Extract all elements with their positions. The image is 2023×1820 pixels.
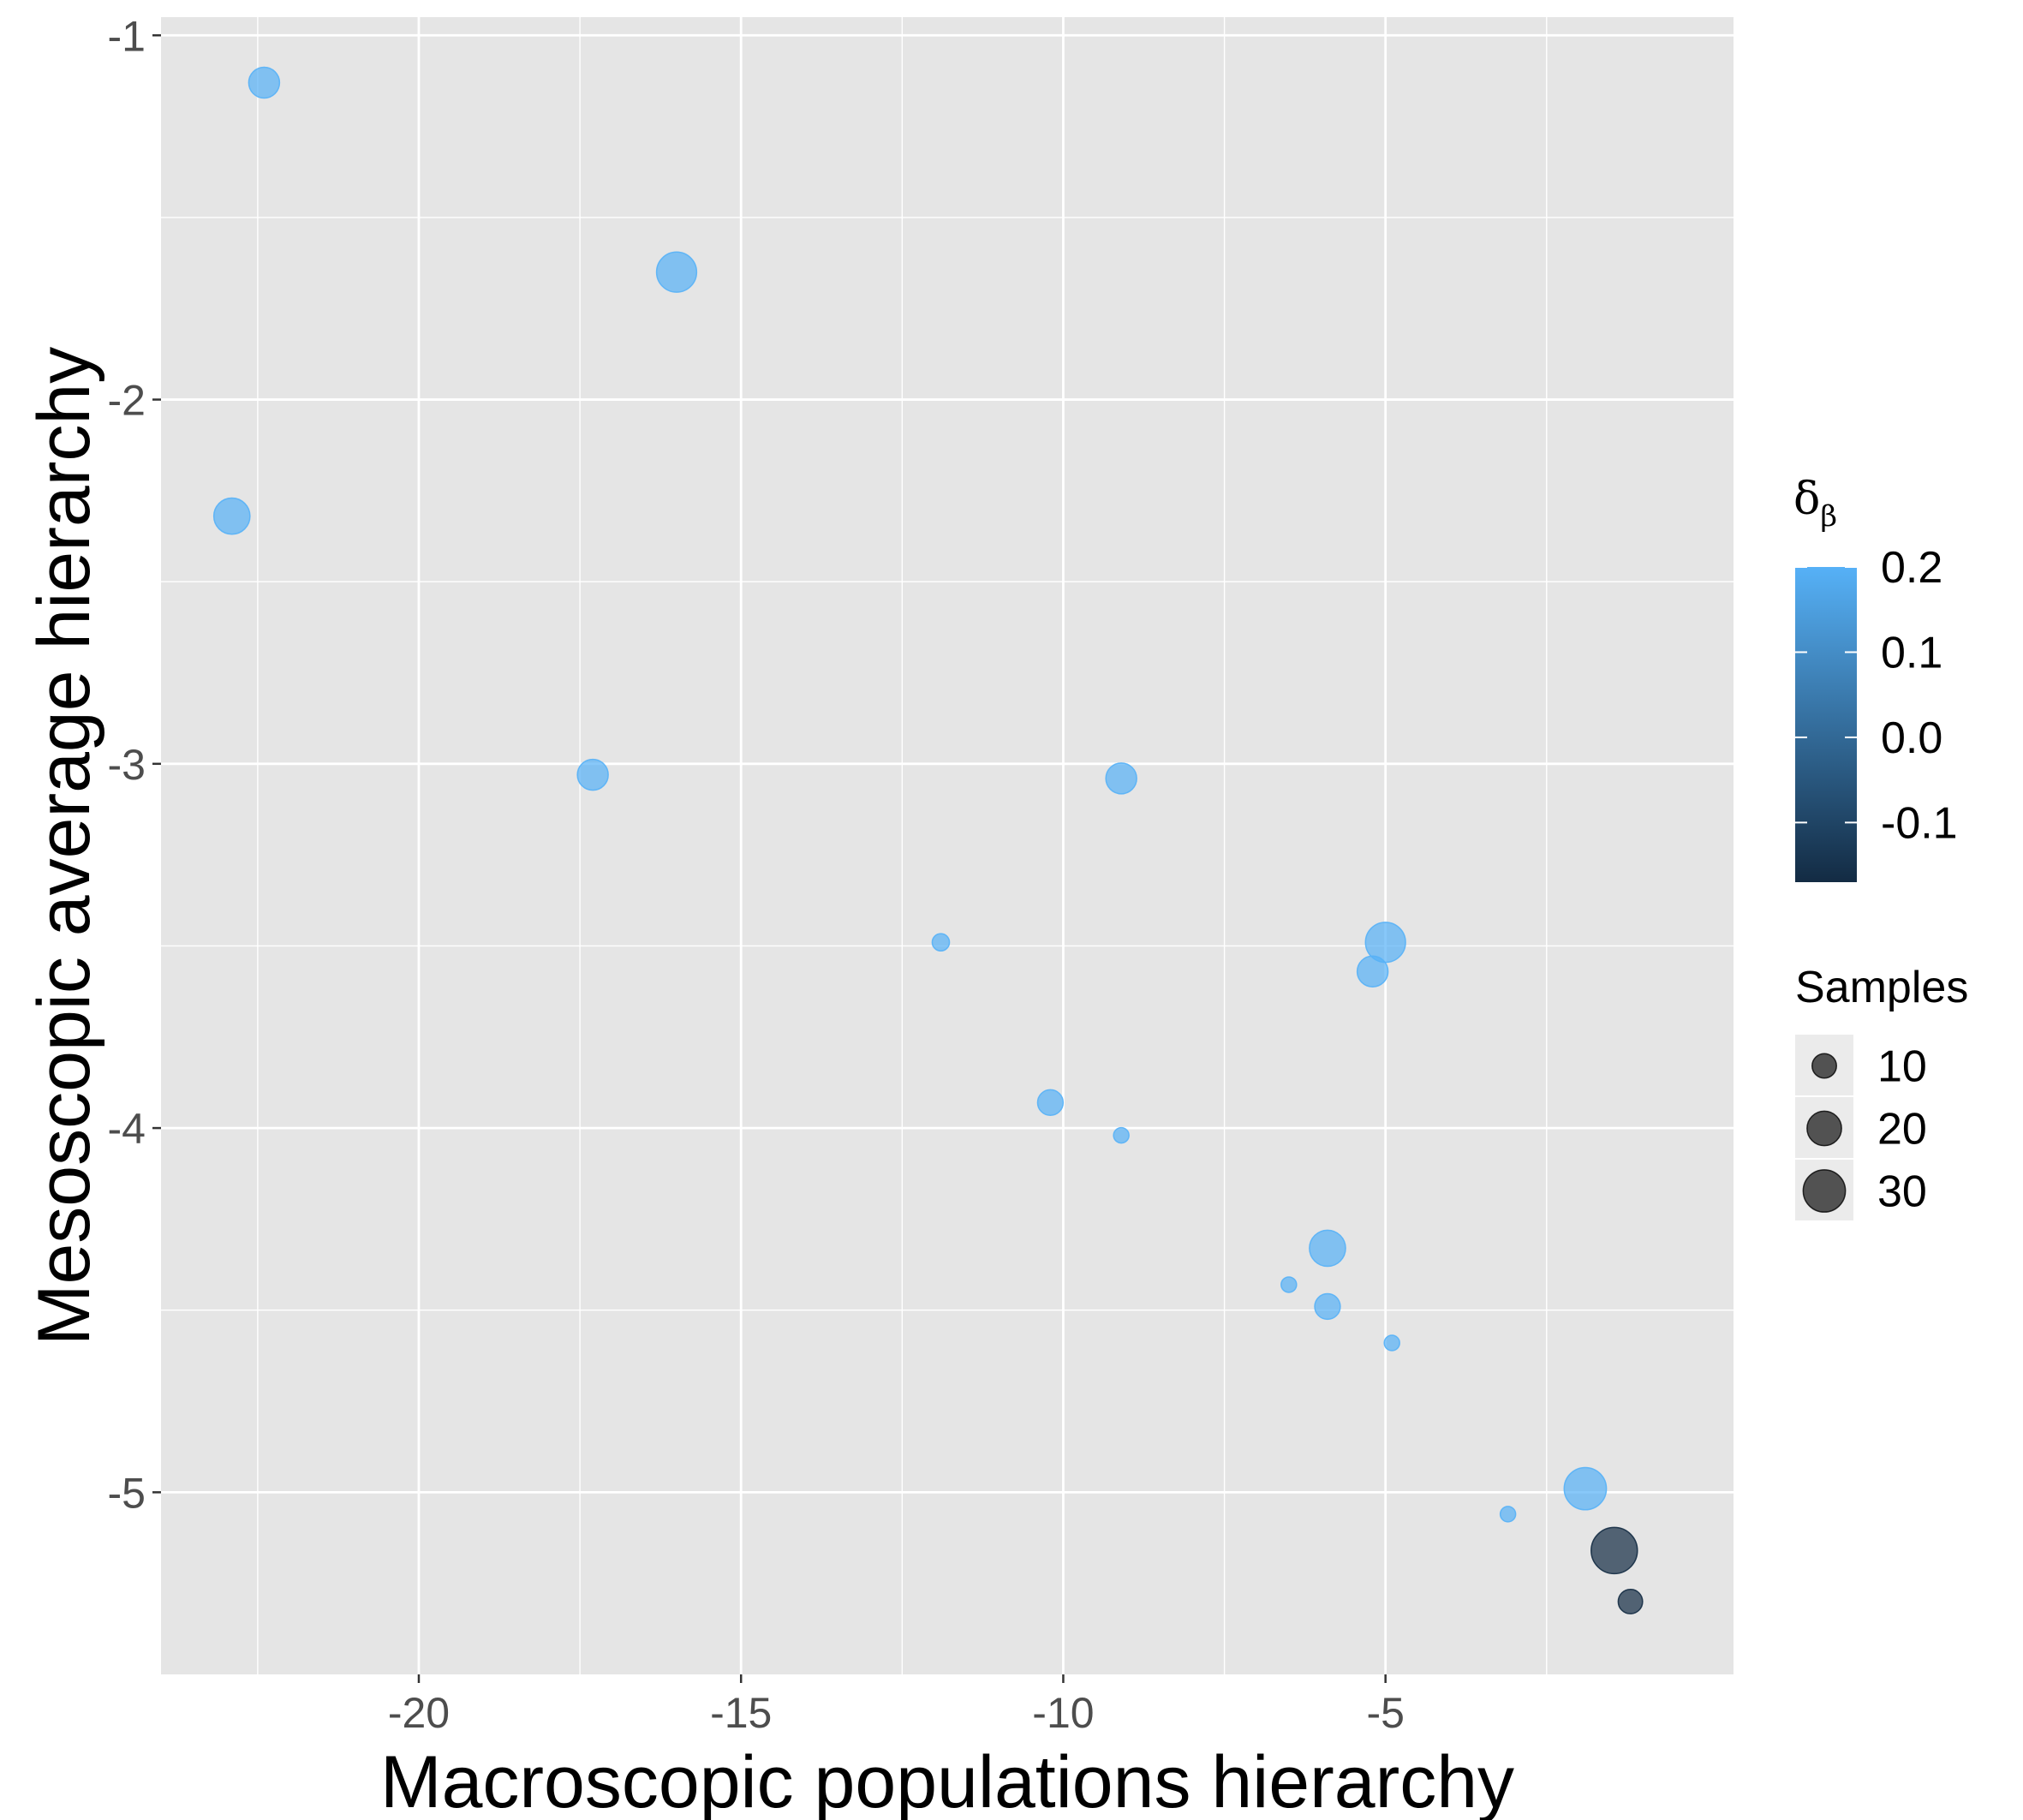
x-tick-label: -10 [1032, 1689, 1094, 1737]
size-legend-key-circle [1806, 1110, 1842, 1147]
color-legend-title-subscript: β [1820, 499, 1837, 534]
size-legend-key-circle [1811, 1053, 1837, 1079]
colorbar-tick-label: 0.1 [1881, 628, 1942, 677]
x-tick-label: -15 [710, 1689, 772, 1737]
colorbar-ticks: 0.2 0.1 0.0 -0.1 [1795, 543, 1958, 848]
size-legend-label: 30 [1877, 1167, 1927, 1217]
size-legend-label: 20 [1877, 1105, 1927, 1155]
axes: -20 -15 -10 -5 -1 -2 -3 -4 -5 [108, 12, 1405, 1737]
scatter-point [1356, 955, 1389, 988]
scatter-point [931, 933, 951, 952]
plot-panel [161, 17, 1734, 1674]
colorbar-tick-label: 0.0 [1881, 713, 1942, 763]
grid-lines [161, 17, 1734, 1674]
colorbar [1795, 567, 1857, 882]
size-legend-keys: 10 20 30 [1795, 1035, 1927, 1220]
colorbar-tick-label: 0.2 [1881, 543, 1942, 593]
scatter-point [248, 66, 281, 99]
color-legend: δβ 0.2 0.1 0.0 -0.1 [1793, 474, 1958, 882]
data-points [212, 66, 1644, 1614]
size-legend: Samples 10 20 30 [1795, 963, 1968, 1220]
scatter-point [1383, 1334, 1400, 1352]
scatter-point [1314, 1292, 1341, 1321]
scatter-point [1590, 1526, 1638, 1575]
x-tick-label: -20 [388, 1689, 450, 1737]
y-tick-label: -2 [108, 377, 146, 425]
color-legend-title-symbol: δ [1793, 474, 1820, 525]
y-tick-label: -4 [108, 1105, 146, 1153]
scatter-point [1499, 1506, 1517, 1523]
scatter-point [1280, 1276, 1298, 1293]
size-legend-key-circle [1802, 1169, 1847, 1213]
scatter-point [1105, 762, 1137, 795]
scatter-point [1563, 1466, 1608, 1511]
color-legend-title: δβ [1793, 474, 1837, 534]
x-tick-label: -5 [1366, 1689, 1404, 1737]
size-legend-title: Samples [1795, 963, 1968, 1012]
scatter-point [1309, 1229, 1346, 1268]
x-axis-title: Macroscopic populations hierarchy [380, 1741, 1514, 1820]
y-tick-label: -5 [108, 1469, 146, 1517]
scatter-point [1036, 1089, 1065, 1116]
y-tick-label: -3 [108, 741, 146, 789]
colorbar-tick-label: -0.1 [1881, 798, 1958, 848]
size-legend-label: 10 [1877, 1042, 1927, 1092]
y-axis-title: Mesoscopic average hierarchy [23, 347, 105, 1346]
scatter-point [1113, 1126, 1130, 1144]
scatter-point [576, 758, 609, 791]
y-tick-label: -1 [108, 12, 146, 60]
scatter-point [655, 251, 698, 293]
scatter-point [1617, 1588, 1644, 1614]
scatter-point [212, 497, 251, 535]
